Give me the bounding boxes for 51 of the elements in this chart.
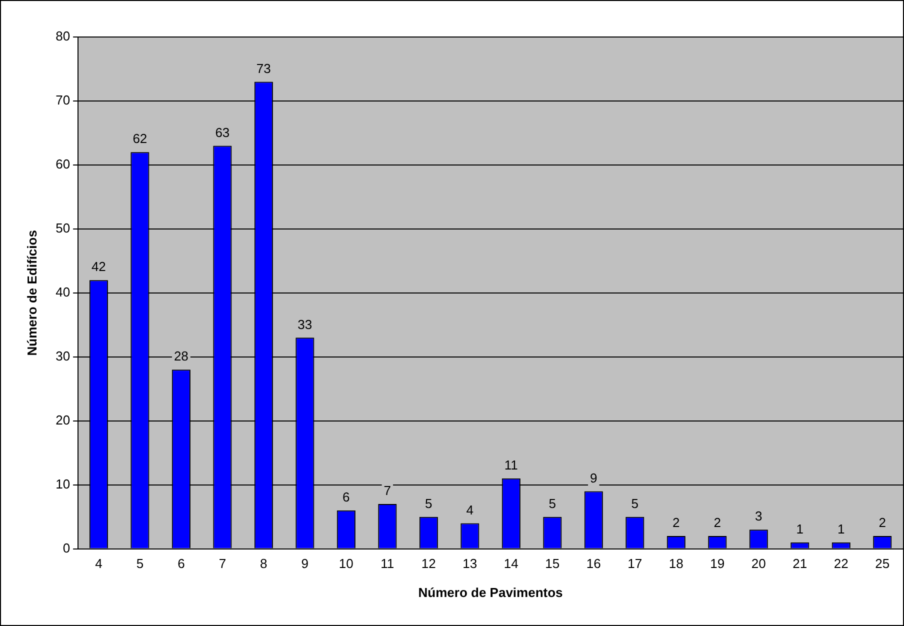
data-label: 5 [548,496,556,511]
data-label: 4 [466,502,474,518]
x-tick-label: 25 [875,556,890,572]
x-tick-label: 4 [95,556,102,572]
x-tick-label: 22 [834,556,848,572]
x-tick-label: 19 [710,556,725,572]
data-label: 42 [91,259,106,274]
x-axis-title: Número de Pavimentos [418,584,563,600]
data-label: 2 [878,515,886,530]
x-tick-label: 20 [751,556,766,572]
y-axis-title: Número de Edifícios [24,230,40,356]
data-label: 5 [631,496,639,511]
x-tick-label: 11 [380,556,394,572]
x-tick-label: 10 [338,556,354,572]
x-tick-label: 17 [628,556,642,572]
x-tick-label: 12 [421,556,436,572]
data-label: 1 [796,521,804,536]
data-label: 62 [132,131,148,146]
x-tick-label: 7 [218,556,226,572]
x-tick-label: 18 [668,556,684,572]
y-tick-label: 60 [56,156,70,172]
data-label: 6 [342,489,350,504]
data-label: 33 [298,316,312,332]
data-label: 7 [384,483,392,498]
data-label: 2 [714,515,722,530]
x-tick-label: 9 [301,556,309,572]
data-label: 73 [256,60,271,76]
y-tick-label: 80 [56,28,70,44]
x-tick-label: 6 [178,556,185,572]
y-tick-label: 40 [56,284,70,300]
data-label: 2 [672,515,680,530]
y-tick-label: 20 [56,412,70,428]
data-label: 1 [838,521,845,536]
data-label: 3 [755,508,762,524]
data-label: 11 [504,458,518,473]
y-tick-label: 30 [56,348,70,364]
data-label: 28 [174,348,188,364]
data-label: 63 [215,124,230,140]
y-tick-label: 50 [56,220,70,236]
x-tick-label: 15 [545,556,560,572]
y-tick-label: 70 [56,92,70,108]
x-tick-label: 8 [260,556,268,572]
x-tick-label: 5 [136,556,144,572]
data-label: 5 [425,496,432,511]
data-label: 9 [590,470,598,486]
x-tick-label: 14 [504,556,518,572]
y-tick-label: 0 [62,540,70,556]
x-tick-label: 16 [586,556,601,572]
x-tick-label: 21 [792,556,808,572]
x-tick-label: 13 [462,556,478,572]
y-tick-label: 10 [56,476,70,492]
